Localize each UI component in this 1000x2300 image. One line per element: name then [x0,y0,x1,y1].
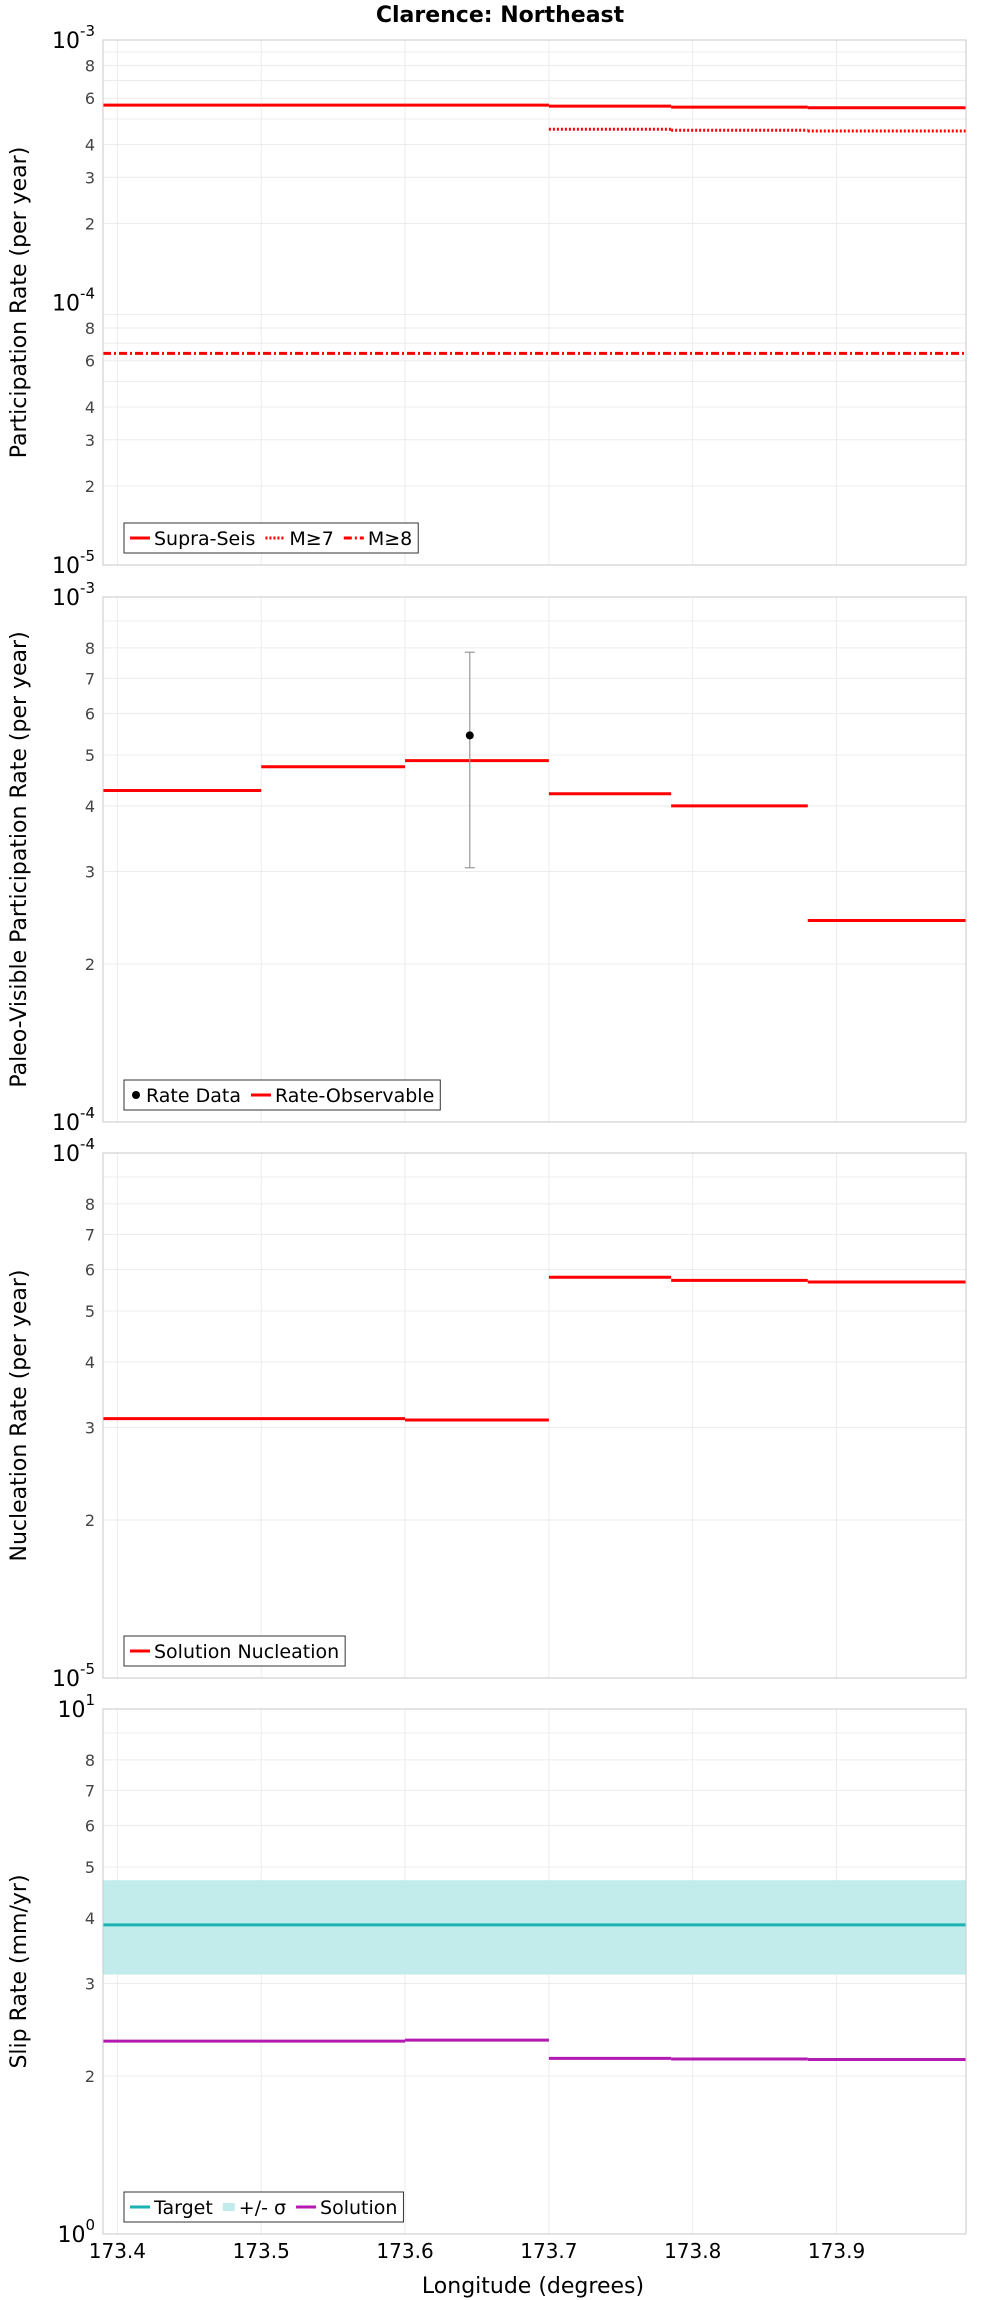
legend-label: Target [153,2197,213,2219]
series-solution-nucleation [103,1275,966,1422]
y-tick-label: 5 [85,1858,95,1877]
y-tick-label: 10-3 [52,22,95,54]
y-tick-label: 3 [85,863,95,882]
y-tick-label: 8 [85,639,95,658]
series-supra-seis [103,103,966,110]
y-tick-label: 3 [85,431,95,450]
plot-frame [102,1152,967,1679]
y-tick-label: 10-4 [52,1135,95,1167]
y-tick-label: 3 [85,1419,95,1438]
y-tick-label: 7 [85,1781,95,1800]
legend-box [123,2191,404,2223]
y-tick-label: 10-4 [52,1104,95,1136]
legend-swatch [222,2203,235,2211]
y-tick-label: 4 [85,1909,95,1928]
plot-frame [102,596,967,1123]
legend-label: Supra-Seis [154,528,255,550]
panel-3: 2 3 4 5 6 7 8 10-5 10-4 Nucleation Rate (per year… [7,1135,967,1692]
y-tick-label: 6 [85,352,95,371]
y-tick-label: 2 [85,2067,95,2086]
y-tick-label: 2 [85,1511,95,1530]
legend-marker [132,1091,140,1099]
y-tick-label: 6 [85,1816,95,1835]
y-tick-label: 8 [85,1195,95,1214]
y-tick-label: 3 [85,1975,95,1994]
x-tick-label: 173.6 [376,2239,433,2263]
y-tick-label: 2 [85,955,95,974]
y-tick-label: 10-4 [52,285,95,317]
series-rate-observable [103,759,966,922]
chart-panels: 2 3 4 6 8 2 3 4 6 8 10-5 10-4 10-3 Participation Rate… [7,22,967,2263]
plot-area [103,40,966,565]
y-tick-label: 100 [57,2216,95,2248]
y-tick-label: 8 [85,56,95,75]
y-tick-label: 7 [85,1225,95,1244]
y-axis-label: Nucleation Rate (per year) [7,1270,32,1562]
x-tick-label: 173.9 [808,2239,865,2263]
legend-label: Rate-Observable [275,1085,434,1107]
panel-2: 2 3 4 5 6 7 8 10-4 10-3 Paleo-Visible Participati… [7,579,967,1136]
legend-label: +/- σ [239,2197,286,2219]
data-point [465,731,474,740]
x-tick-label: 173.8 [664,2239,721,2263]
panel-4: 2 3 4 5 6 7 8 100 101 173.4 173.5 173.6 173.7 173.8 17… [7,1691,967,2263]
legend-box [123,1635,346,1667]
y-axis-label: Paleo-Visible Participation Rate (per ye… [7,631,32,1087]
plot-area [103,1153,966,1678]
y-tick-label: 6 [85,704,95,723]
y-tick-label: 8 [85,319,95,338]
legend-label: Solution [320,2197,397,2219]
y-tick-label: 6 [85,1260,95,1279]
legend: Solution Nucleation [123,1635,346,1667]
x-tick-label: 173.7 [520,2239,577,2263]
legend-label: Rate Data [146,1085,241,1107]
plot-frame [102,1708,967,2235]
y-tick-label: 10-5 [52,1660,95,1692]
legend: Rate Data Rate-Observable [123,1079,441,1111]
legend-label: M≥8 [368,528,412,550]
y-tick-label: 4 [85,398,95,417]
plot-frame [102,39,967,566]
legend: Target +/- σ Solution [123,2191,404,2223]
y-tick-label: 7 [85,669,95,688]
y-tick-label: 8 [85,1751,95,1770]
y-tick-label: 5 [85,1302,95,1321]
x-axis-label: Longitude (degrees) [422,2274,644,2299]
y-tick-label: 4 [85,135,95,154]
legend-label: M≥7 [289,528,333,550]
sigma-band [103,1880,966,1975]
y-tick-label: 101 [57,1691,95,1723]
y-tick-label: 10-3 [52,579,95,611]
panel-1: 2 3 4 6 8 2 3 4 6 8 10-5 10-4 10-3 Participation Rate… [7,22,967,579]
series-m-7 [548,127,966,133]
y-axis-label: Participation Rate (per year) [7,147,32,459]
x-tick-label: 173.4 [89,2239,146,2263]
y-tick-label: 2 [85,477,95,496]
y-tick-label: 10-5 [52,547,95,579]
y-tick-label: 4 [85,797,95,816]
legend-label: Solution Nucleation [154,1641,339,1663]
y-tick-label: 6 [85,89,95,108]
legend: Supra-Seis M≥7 M≥8 [123,522,419,554]
y-tick-label: 4 [85,1353,95,1372]
chart-title: Clarence: Northeast [376,3,625,28]
series-solution [103,2038,966,2061]
y-tick-label: 3 [85,168,95,187]
y-tick-label: 2 [85,214,95,233]
y-axis-label: Slip Rate (mm/yr) [7,1874,32,2068]
y-tick-label: 5 [85,746,95,765]
plot-area [103,597,966,1122]
x-tick-label: 173.5 [233,2239,290,2263]
legend-box [123,1079,441,1111]
